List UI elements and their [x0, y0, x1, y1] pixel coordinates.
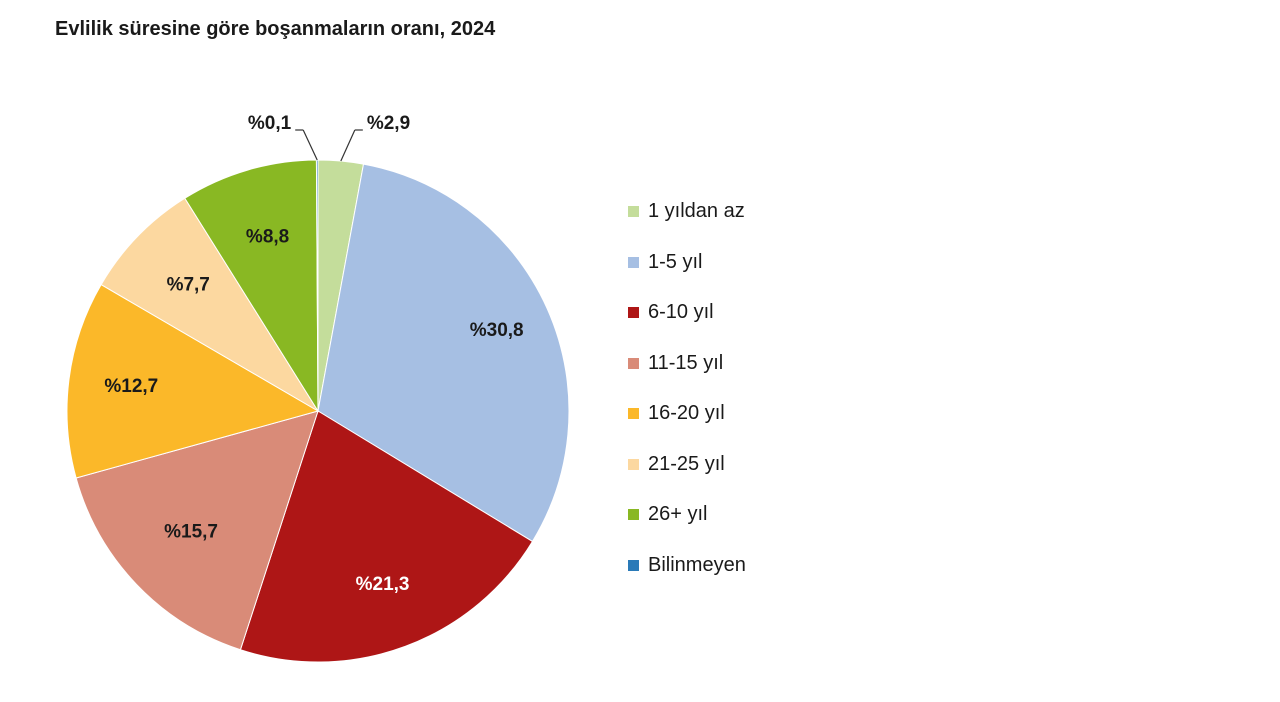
legend-swatch-21-25-yil: [628, 458, 639, 470]
legend-item-16-20-yil: 16-20 yıl: [628, 400, 746, 451]
legend-label-11-15-yil: 11-15 yıl: [648, 351, 724, 374]
legend-swatch-6-10-yil: [628, 307, 639, 318]
pie-slice-26-plus-yil: [184, 159, 319, 413]
legend-item-1-yildan-az: 1 yıldan az: [628, 198, 746, 249]
data-label-21-25-yil: %7,7: [167, 274, 210, 295]
pie-slice-21-25-yil: [100, 197, 319, 412]
legend-swatch-26-plus-yil: [628, 509, 639, 520]
legend-label-26-plus-yil: 26+ yıl: [648, 503, 708, 525]
legend-label-1-yildan-az: 1 yıldan az: [648, 200, 745, 222]
pie-slice-16-20-yil: [66, 283, 320, 479]
legend-item-26-plus-yil: 26+ yıl: [628, 501, 746, 552]
pie-chart: %2,9 %30,8 %21,3 %15,7 %12,7 %7,7 %8,8 %0,1: [66, 113, 570, 663]
leader-line-bilinmeyen: [302, 129, 318, 161]
pie-slice-11-15-yil: [75, 410, 319, 651]
legend-swatch-bilinmeyen: [628, 559, 639, 571]
legend-label-21-25-yil: 21-25 yıl: [648, 452, 725, 475]
data-label-1-5-yil: %30,8: [470, 320, 524, 341]
legend-swatch-1-yildan-az: [628, 206, 639, 217]
legend-swatch-1-5-yil: [628, 256, 639, 268]
legend-item-6-10-yil: 6-10 yıl: [628, 299, 746, 350]
legend-label-bilinmeyen: Bilinmeyen: [648, 553, 746, 576]
data-label-11-15-yil: %15,7: [164, 521, 218, 542]
data-label-16-20-yil: %12,7: [104, 376, 158, 397]
legend-swatch-16-20-yil: [628, 408, 639, 419]
legend-label-1-5-yil: 1-5 yıl: [648, 250, 703, 273]
data-label-1-yildan-az: %2,9: [367, 113, 410, 134]
legend-label-6-10-yil: 6-10 yıl: [648, 301, 714, 323]
data-label-6-10-yil: %21,3: [356, 574, 410, 595]
legend: 1 yıldan az 1-5 yıl 6-10 yıl 11-15 yıl 16-20…: [628, 198, 746, 602]
pie-slice-bilinmeyen: [315, 159, 319, 412]
legend-swatch-11-15-yil: [628, 357, 639, 369]
pie-slice-1-5-yil: [317, 163, 570, 543]
legend-label-16-20-yil: 16-20 yıl: [648, 402, 725, 424]
pie-slice-6-10-yil: [239, 410, 534, 663]
data-label-bilinmeyen: %0,1: [248, 113, 292, 134]
legend-item-1-5-yil: 1-5 yıl: [628, 249, 746, 300]
data-label-26-plus-yil: %8,8: [246, 226, 289, 247]
chart-title: Evlilik süresine göre boşanmaların oranı…: [55, 18, 496, 40]
legend-item-21-25-yil: 21-25 yıl: [628, 451, 746, 502]
legend-item-11-15-yil: 11-15 yıl: [628, 350, 746, 401]
leader-line-1-yildan-az: [340, 129, 356, 162]
legend-item-bilinmeyen: Bilinmeyen: [628, 552, 746, 603]
